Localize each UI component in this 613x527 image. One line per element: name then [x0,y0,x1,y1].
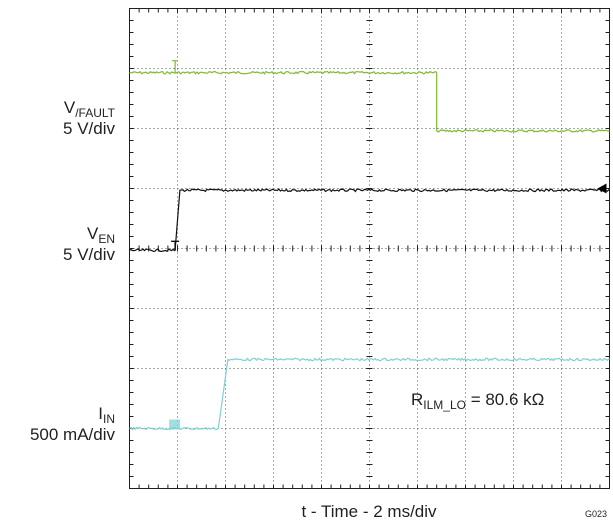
channel-label-vfault: V/FAULT 5 V/div [0,97,115,139]
annotation-name: R [411,390,424,409]
trigger-marker-iin [169,419,181,430]
x-axis-label: t - Time - 2 ms/div [301,502,437,521]
channel-subscript: EN [98,232,115,246]
channel-label-iin: IIN 500 mA/div [0,403,115,445]
trigger-marker-vfault [172,60,179,73]
trigger-marker-ven [171,240,180,251]
channel-name: V [63,98,76,117]
traces [129,60,610,431]
channel-scale: 5 V/div [63,245,115,264]
channel-name: V [86,224,99,243]
grid [129,8,610,489]
channel-subscript: /FAULT [75,106,115,120]
channel-label-ven: VEN 5 V/div [0,223,115,265]
trace-1 [129,70,610,133]
channel-name: I [98,404,103,423]
trigger-level-marker [597,183,607,194]
channel-scale: 500 mA/div [29,425,115,444]
resistor-annotation: RILM_LO = 80.6 kΩ [411,390,545,412]
annotation-subscript: ILM_LO [423,398,466,412]
channel-scale: 5 V/div [63,119,115,138]
annotation-value: = 80.6 kΩ [465,390,545,409]
figure-id: G023 [584,509,607,519]
channel-subscript: IN [103,412,115,426]
trace-3 [129,357,610,431]
trace-2 [129,188,610,253]
